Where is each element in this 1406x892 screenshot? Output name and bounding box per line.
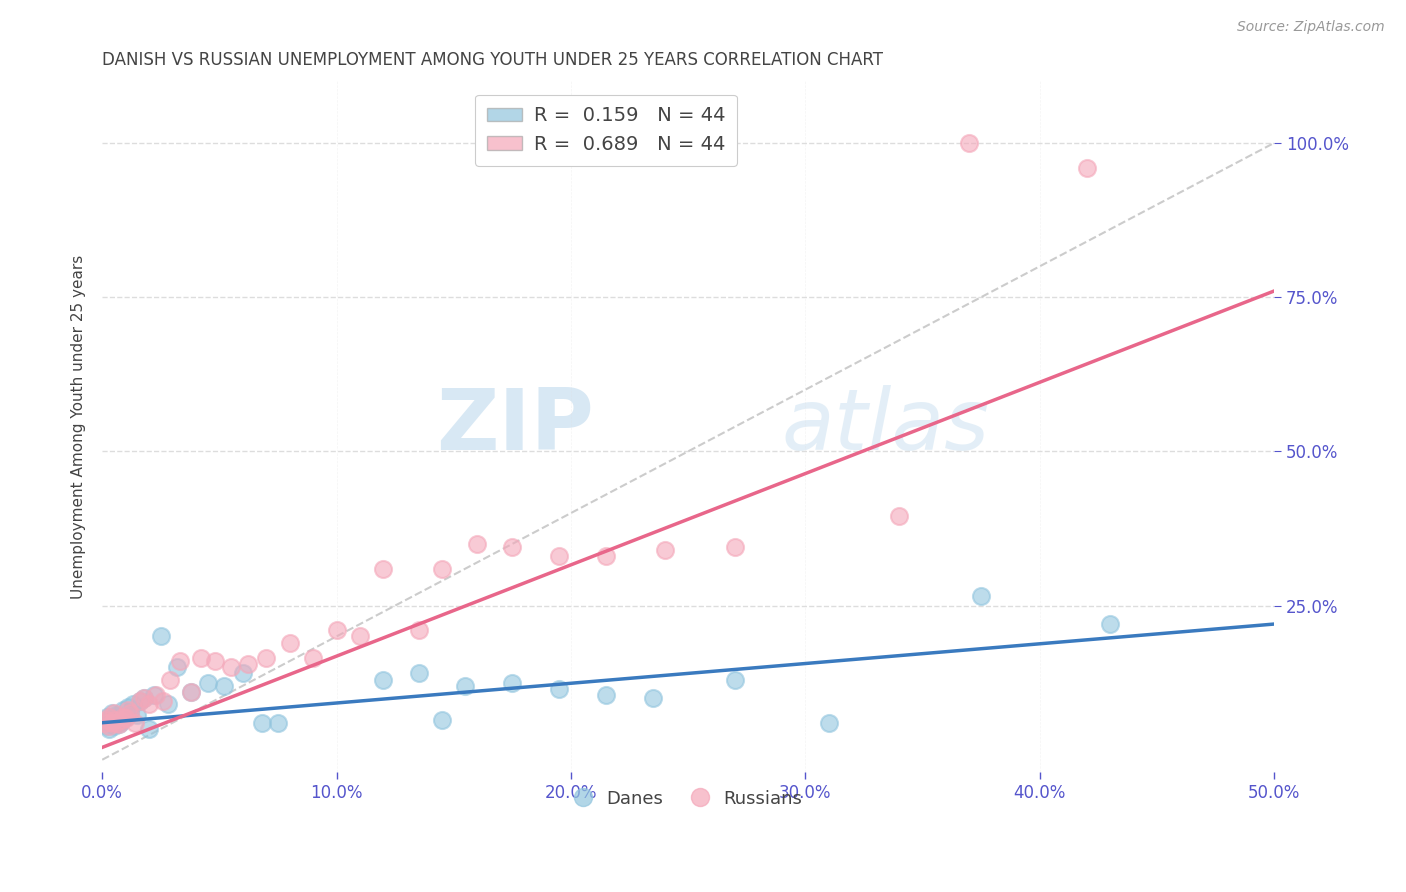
Point — [98, 713, 121, 727]
Point — [970, 590, 993, 604]
Point — [197, 675, 219, 690]
Point — [100, 706, 122, 721]
Point — [180, 685, 202, 699]
Point — [114, 709, 136, 723]
Point — [169, 654, 191, 668]
Point — [641, 691, 664, 706]
Point — [103, 719, 125, 733]
Point — [957, 136, 980, 150]
Point — [110, 713, 132, 727]
Point — [117, 703, 139, 717]
Point — [128, 694, 150, 708]
Point — [124, 715, 146, 730]
Point — [105, 715, 128, 730]
Point — [373, 561, 395, 575]
Point — [595, 688, 617, 702]
Point — [100, 715, 122, 730]
Point — [103, 711, 125, 725]
Point — [103, 706, 125, 721]
Point — [430, 561, 453, 575]
Point — [654, 543, 676, 558]
Point — [302, 651, 325, 665]
Point — [112, 703, 135, 717]
Point — [112, 709, 135, 723]
Point — [96, 709, 118, 723]
Point — [724, 673, 747, 687]
Point — [190, 651, 212, 665]
Point — [236, 657, 259, 672]
Point — [114, 711, 136, 725]
Point — [595, 549, 617, 564]
Y-axis label: Unemployment Among Youth under 25 years: Unemployment Among Youth under 25 years — [72, 254, 86, 599]
Point — [887, 509, 910, 524]
Point — [166, 660, 188, 674]
Point — [127, 708, 149, 723]
Point — [408, 624, 430, 638]
Point — [724, 540, 747, 554]
Point — [349, 629, 371, 643]
Point — [219, 660, 242, 674]
Point — [501, 540, 523, 554]
Point — [98, 719, 121, 733]
Point — [107, 717, 129, 731]
Point — [128, 694, 150, 708]
Text: Source: ZipAtlas.com: Source: ZipAtlas.com — [1237, 20, 1385, 34]
Point — [156, 698, 179, 712]
Point — [204, 654, 226, 668]
Point — [96, 719, 118, 733]
Point — [117, 700, 139, 714]
Point — [145, 688, 167, 702]
Point — [454, 679, 477, 693]
Point — [1098, 617, 1121, 632]
Point — [232, 666, 254, 681]
Point — [105, 715, 128, 730]
Point — [267, 715, 290, 730]
Point — [1076, 161, 1098, 175]
Point — [98, 709, 121, 723]
Point — [110, 714, 132, 729]
Point — [98, 722, 121, 736]
Point — [159, 673, 181, 687]
Point — [134, 691, 156, 706]
Point — [138, 698, 160, 712]
Point — [817, 715, 839, 730]
Point — [408, 666, 430, 681]
Point — [103, 713, 125, 727]
Text: DANISH VS RUSSIAN UNEMPLOYMENT AMONG YOUTH UNDER 25 YEARS CORRELATION CHART: DANISH VS RUSSIAN UNEMPLOYMENT AMONG YOU… — [103, 51, 883, 69]
Point — [100, 715, 122, 730]
Point — [212, 679, 235, 693]
Point — [250, 715, 273, 730]
Point — [373, 673, 395, 687]
Point — [107, 717, 129, 731]
Point — [278, 635, 301, 649]
Point — [149, 629, 172, 643]
Point — [120, 706, 142, 721]
Point — [142, 688, 165, 702]
Legend: Danes, Russians: Danes, Russians — [567, 782, 810, 815]
Point — [254, 651, 277, 665]
Point — [105, 708, 128, 723]
Text: ZIP: ZIP — [437, 385, 595, 468]
Point — [121, 698, 143, 712]
Point — [465, 537, 488, 551]
Point — [152, 694, 174, 708]
Point — [96, 713, 118, 727]
Point — [138, 722, 160, 736]
Point — [180, 685, 202, 699]
Point — [93, 715, 115, 730]
Point — [325, 624, 347, 638]
Text: atlas: atlas — [782, 385, 990, 468]
Point — [120, 706, 142, 721]
Point — [501, 675, 523, 690]
Point — [548, 549, 571, 564]
Point — [93, 715, 115, 730]
Point — [134, 691, 156, 706]
Point — [430, 713, 453, 727]
Point — [548, 681, 571, 696]
